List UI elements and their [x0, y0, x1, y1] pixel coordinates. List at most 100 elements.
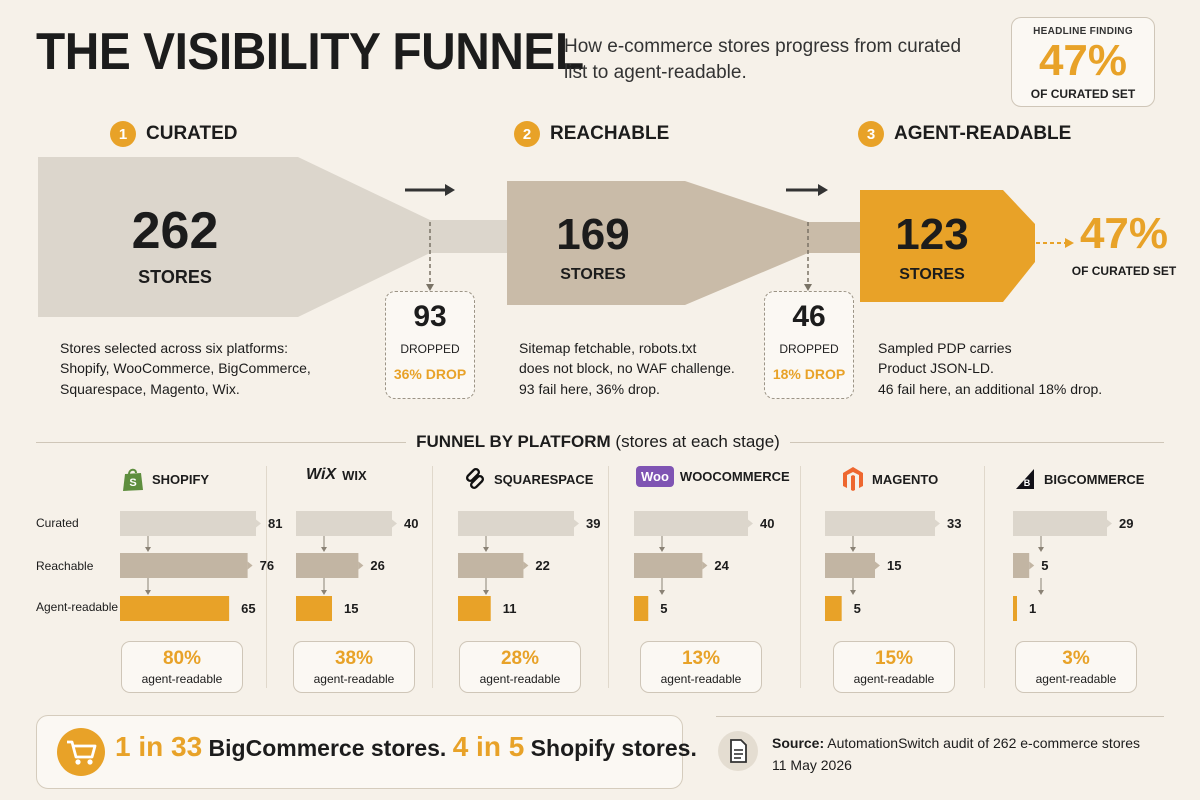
bar-connector-head	[145, 590, 151, 595]
final-percent: 47% OF CURATED SET	[1066, 212, 1182, 279]
platform-name: MAGENTO	[872, 471, 939, 487]
key-stat-banner: 1 in 33 BigCommerce stores. 4 in 5 Shopi…	[36, 715, 697, 789]
column-separator	[608, 466, 609, 688]
banner-text-shopify: Shopify stores.	[524, 735, 697, 761]
arrow-head-stage-2-3	[818, 184, 828, 196]
source-text: AutomationSwitch audit of 262 e-commerce…	[824, 735, 1141, 751]
drop-box-agent-readable: 46 DROPPED 18% DROP	[764, 291, 854, 399]
headline-value: 47%	[1038, 36, 1128, 85]
platform-name: WOOCOMMERCE	[679, 469, 790, 484]
stage-number: 1	[110, 121, 136, 147]
squarespace-logo-icon	[462, 466, 488, 492]
pct-card-value: 13%	[681, 648, 721, 669]
stage-number: 2	[514, 121, 540, 147]
bar-connector-head	[850, 590, 856, 595]
bar-tip	[574, 519, 579, 528]
funnel-reachable-shape	[507, 181, 860, 305]
platform-title-rest: (stores at each stage)	[610, 432, 780, 451]
drop-label: DROPPED	[779, 342, 839, 356]
bar-shopify-agent-readable	[120, 596, 230, 621]
drop-count: 46	[792, 300, 826, 333]
desc-line: 46 fail here, an additional 18% drop.	[878, 380, 1103, 397]
bar-connector-head	[659, 547, 665, 552]
bar-connector-head	[1038, 590, 1044, 595]
platform-name: SHOPIFY	[152, 471, 210, 487]
bar-tip	[875, 561, 880, 570]
stage-count-unit: STORES	[138, 267, 212, 287]
column-separator	[266, 466, 267, 688]
bar-bigcommerce-reachable	[1013, 553, 1030, 578]
banner-stat-bigcommerce: 1 in 33	[115, 731, 203, 762]
cart-icon	[57, 728, 105, 776]
pct-card-value: 15%	[874, 648, 914, 669]
page-title: THE VISIBILITY FUNNEL	[36, 23, 584, 81]
banner-stat-shopify: 4 in 5	[452, 731, 525, 762]
stage-count-unit: STORES	[560, 266, 626, 283]
desc-line: Sampled PDP carries	[878, 340, 1012, 356]
pct-card-label: agent-readable	[1035, 672, 1117, 686]
stage-description-agent-readable: Sampled PDP carries Product JSON-LD. 46 …	[878, 338, 1168, 399]
bar-value-label: 15	[887, 558, 901, 573]
bar-connector-head	[483, 547, 489, 552]
source-divider	[716, 716, 1164, 717]
bar-bigcommerce-curated	[1013, 511, 1107, 536]
platform-name: WIX	[342, 467, 367, 483]
bar-value-label: 5	[1041, 558, 1048, 573]
column-separator	[800, 466, 801, 688]
bar-tip	[256, 519, 261, 528]
funnel-agent-readable-shape	[860, 190, 1035, 302]
bar-value-label: 15	[344, 601, 358, 616]
platform-bar-chart: 81 76 65 40 26 15 39 22 11 40 24 5 33 15 5 29 5 1	[120, 511, 1133, 621]
shopify-bag-icon: S	[120, 466, 146, 492]
headline-sub: OF CURATED SET	[1030, 87, 1136, 101]
bar-value-label: 1	[1029, 601, 1036, 616]
bar-value-label: 11	[503, 601, 517, 616]
source-label: Source:	[772, 735, 825, 751]
drop-percent: 36% DROP	[393, 366, 467, 382]
row-label-reachable: Reachable	[36, 559, 94, 573]
funnel-graphic	[38, 157, 1074, 317]
pct-card-label: agent-readable	[479, 672, 561, 686]
magento-logo-icon	[840, 466, 866, 492]
bar-shopify-curated	[120, 511, 256, 536]
wix-logo-icon: WiX	[306, 466, 337, 483]
stage-header-agent-readable: 3 AGENT-READABLE	[858, 121, 1071, 147]
platform-header-wix: WiX WIX	[306, 466, 367, 484]
bar-value-label: 40	[404, 516, 418, 531]
stage-count-curated: 262 STORES	[100, 205, 250, 288]
platform-header-woocommerce: Woo WOOCOMMERCE	[636, 466, 790, 487]
pct-card-woocommerce: 13% agent-readable	[640, 641, 762, 693]
bar-value-label: 76	[260, 558, 274, 573]
drop-connector-head-1	[426, 284, 434, 291]
desc-line: does not block, no WAF challenge.	[519, 360, 735, 377]
arrow-head-stage-1-2	[445, 184, 455, 196]
stage-description-curated: Stores selected across six platforms: Sh…	[60, 338, 360, 399]
source-date: 11 May 2026	[772, 756, 852, 773]
platform-section-title: FUNNEL BY PLATFORM (stores at each stage…	[406, 432, 790, 452]
platform-header-squarespace: SQUARESPACE	[462, 466, 593, 492]
stage-count-agent-readable: 123 STORES	[862, 213, 1002, 284]
pct-card-value: 3%	[1062, 648, 1090, 669]
bar-wix-agent-readable	[296, 596, 332, 621]
pct-card-label: agent-readable	[313, 672, 395, 686]
stage-name: REACHABLE	[550, 123, 670, 144]
pct-card-value: 28%	[500, 648, 540, 669]
desc-line: Sitemap fetchable, robots.txt	[519, 340, 697, 356]
stage-number: 3	[858, 121, 884, 147]
bar-value-label: 40	[760, 516, 774, 531]
stage-name: AGENT-READABLE	[894, 123, 1072, 144]
bar-value-label: 26	[370, 558, 384, 573]
bar-magento-reachable	[825, 553, 875, 578]
bar-magento-agent-readable	[825, 596, 842, 621]
bar-connector-head	[321, 547, 327, 552]
stage-count-value: 169	[556, 210, 630, 259]
bar-woocommerce-reachable	[634, 553, 703, 578]
bar-connector-head	[850, 547, 856, 552]
bar-woocommerce-curated	[634, 511, 748, 536]
bar-magento-curated	[825, 511, 935, 536]
bar-value-label: 29	[1119, 516, 1133, 531]
column-separator	[432, 466, 433, 688]
bar-tip	[935, 519, 940, 528]
banner-text-bigcommerce: BigCommerce stores.	[202, 735, 453, 761]
stage-count-value: 123	[895, 210, 969, 259]
